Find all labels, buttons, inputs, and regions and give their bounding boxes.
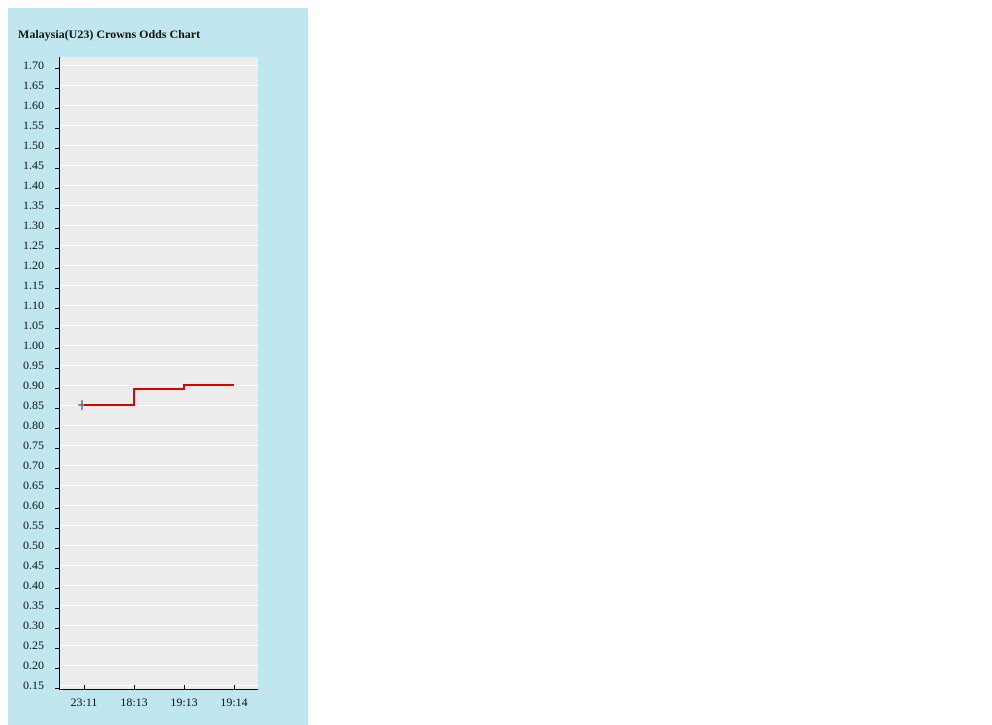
y-tick-label: 0.75	[23, 438, 44, 452]
y-tick-label: 0.20	[23, 658, 44, 672]
y-tick-label: 1.35	[23, 198, 44, 212]
y-tick-label: 0.95	[23, 358, 44, 372]
y-tick-label: 0.40	[23, 578, 44, 592]
y-tick-label: 1.70	[23, 58, 44, 72]
x-tick-label: 18:13	[120, 695, 147, 709]
y-tick-label: 1.05	[23, 318, 44, 332]
y-tick-label: 0.45	[23, 558, 44, 572]
y-tick-label: 0.85	[23, 398, 44, 412]
y-tick-label: 1.60	[23, 98, 44, 112]
odds-series-line	[84, 384, 234, 406]
x-tick-label: 19:13	[170, 695, 197, 709]
start-marker-icon	[78, 400, 86, 410]
y-tick-label: 1.00	[23, 338, 44, 352]
y-tick-label: 1.25	[23, 238, 44, 252]
y-tick-label: 0.50	[23, 538, 44, 552]
y-tick-label: 1.40	[23, 178, 44, 192]
y-tick-label: 0.70	[23, 458, 44, 472]
y-tick-label: 1.20	[23, 258, 44, 272]
y-tick-label: 0.65	[23, 478, 44, 492]
y-tick-label: 0.90	[23, 378, 44, 392]
y-tick-label: 0.15	[23, 678, 44, 692]
y-tick-label: 0.25	[23, 638, 44, 652]
y-tick-label: 1.15	[23, 278, 44, 292]
x-tick-label: 19:14	[220, 695, 247, 709]
y-tick-label: 0.60	[23, 498, 44, 512]
plot-area	[59, 57, 258, 689]
y-tick-label: 1.55	[23, 118, 44, 132]
y-tick-label: 1.65	[23, 78, 44, 92]
chart-title: Malaysia(U23) Crowns Odds Chart	[18, 27, 201, 41]
y-tick-label: 1.45	[23, 158, 44, 172]
y-tick-label: 0.30	[23, 618, 44, 632]
y-tick-label: 0.35	[23, 598, 44, 612]
y-tick-label: 1.10	[23, 298, 44, 312]
y-tick-label: 0.55	[23, 518, 44, 532]
x-tick-label: 23:11	[71, 695, 98, 709]
y-tick-label: 0.80	[23, 418, 44, 432]
y-tick-label: 1.30	[23, 218, 44, 232]
y-tick-label: 1.50	[23, 138, 44, 152]
